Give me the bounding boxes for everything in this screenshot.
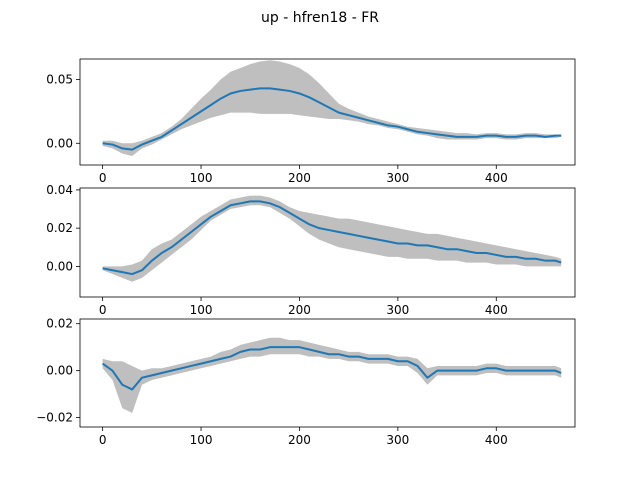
subplot-1-mean-line (102, 87, 562, 151)
subplot-2-ytick-label-1: 0.02 (46, 221, 73, 235)
subplot-1-xtick-label-0: 0 (99, 171, 107, 185)
subplot-3-frame (79, 318, 576, 428)
subplot-2-xtick-label-1: 100 (190, 303, 213, 317)
subplot-3-xtick-label-3: 300 (386, 433, 409, 447)
subplot-3-band (102, 337, 562, 413)
subplot-1-xtick-label-2: 200 (288, 171, 311, 185)
subplot-3-xtick-label-4: 400 (485, 433, 508, 447)
subplot-1-xtick-label-3: 300 (386, 171, 409, 185)
subplot-3-ytick-label-2: 0.02 (46, 317, 73, 331)
subplot-2-ytick-label-0: 0.00 (46, 259, 73, 273)
subplot-2-xtick-label-3: 300 (386, 303, 409, 317)
subplot-3-mean-line (102, 346, 562, 391)
subplot-3: 0 100 200 300 400 −0.02 0.00 0.02 (36, 317, 576, 447)
subplot-2-ytick-label-2: 0.04 (46, 183, 73, 197)
subplot-2: 0 100 200 300 400 0.00 0.02 0.04 (46, 183, 576, 317)
subplot-2-xtick-label-0: 0 (99, 303, 107, 317)
subplot-2-frame (79, 187, 576, 298)
subplot-2-xtick-label-2: 200 (288, 303, 311, 317)
subplot-2-band (102, 195, 562, 282)
subplot-1-ytick-label-1: 0.05 (46, 72, 73, 86)
subplot-1-frame (79, 58, 576, 166)
subplot-3-xtick-label-0: 0 (99, 433, 107, 447)
subplot-1-xtick-label-4: 400 (485, 171, 508, 185)
figure-title: up - hfren18 - FR (261, 10, 379, 26)
subplot-2-xtick-label-4: 400 (485, 303, 508, 317)
subplot-1: 0 100 200 300 400 0.00 0.05 (46, 58, 576, 185)
subplot-3-ytick-label-0: −0.02 (36, 411, 73, 425)
subplot-2-mean-line (102, 200, 562, 276)
subplot-3-xtick-label-2: 200 (288, 433, 311, 447)
subplot-3-xtick-label-1: 100 (190, 433, 213, 447)
subplot-1-ytick-label-0: 0.00 (46, 136, 73, 150)
subplot-3-ytick-label-1: 0.00 (46, 364, 73, 378)
subplots: 0 100 200 300 400 0.00 0.05 0 100 200 300 400 0.00 0.… (36, 58, 576, 447)
subplot-1-xtick-label-1: 100 (190, 171, 213, 185)
